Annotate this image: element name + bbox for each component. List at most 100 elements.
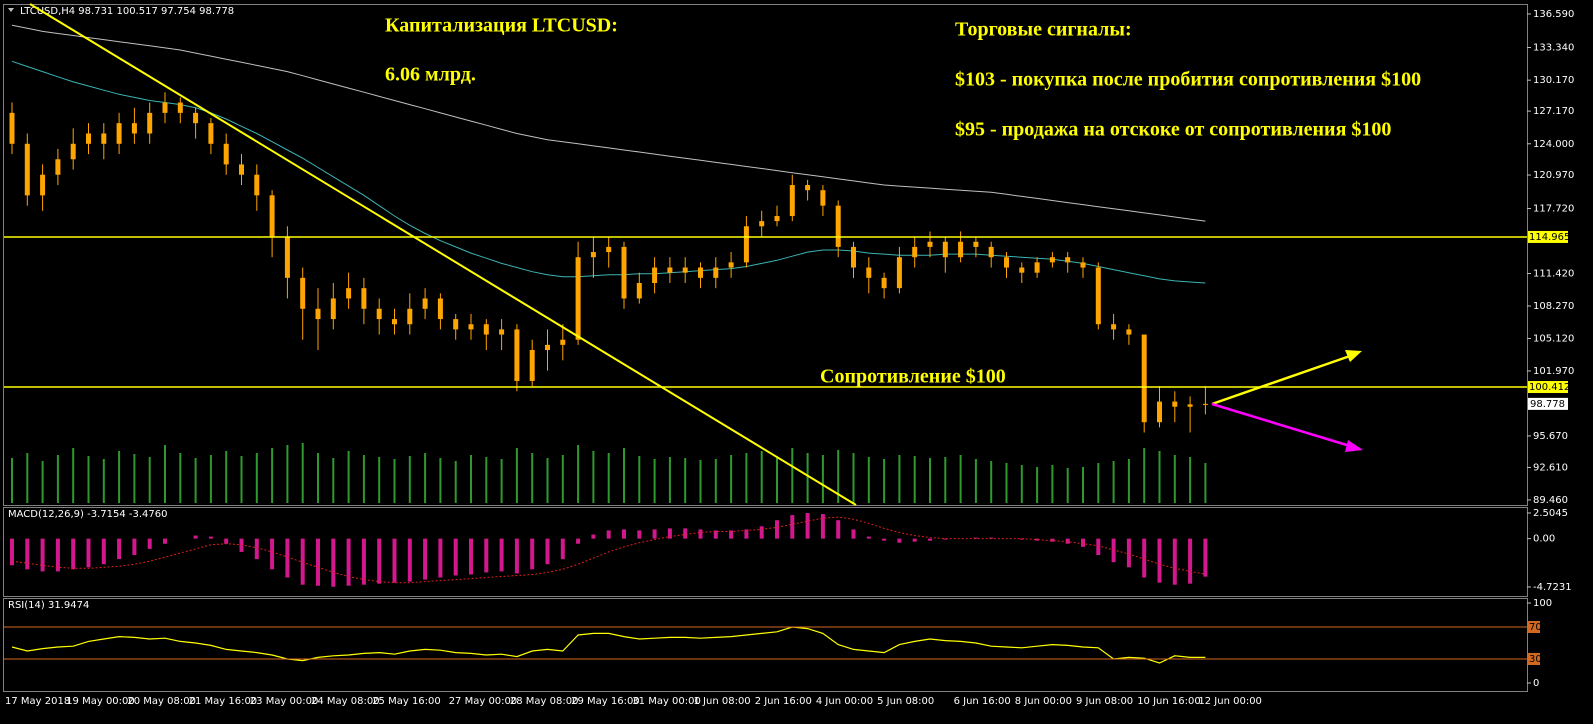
volume-bar xyxy=(408,456,411,503)
menu-triangle xyxy=(8,8,14,12)
candle-body xyxy=(55,159,61,175)
macd-bar xyxy=(1157,538,1162,583)
macd-bar xyxy=(10,538,14,566)
volume-bar xyxy=(271,448,274,503)
x-tick-label: 6 Jun 16:00 xyxy=(954,696,1011,707)
candle-body xyxy=(254,174,260,196)
candle-body xyxy=(1004,257,1009,268)
candle-body xyxy=(896,257,902,289)
macd-bar xyxy=(912,538,917,542)
volume-bar xyxy=(714,459,717,503)
x-tick-label: 28 May 08:00 xyxy=(510,696,579,707)
y-tick-label: 101.970 xyxy=(1533,366,1574,377)
macd-bar xyxy=(423,538,428,580)
macd-bar xyxy=(882,538,887,541)
level-label-bg xyxy=(1528,381,1568,394)
candle-body xyxy=(468,324,474,330)
macd-bar xyxy=(836,520,841,539)
candle-body xyxy=(682,267,688,273)
volume-bar xyxy=(668,457,671,503)
volume-bar xyxy=(883,459,886,503)
candle-body xyxy=(223,143,229,165)
macd-bar xyxy=(331,538,336,587)
volume-bar xyxy=(179,453,182,503)
sell-arrow xyxy=(1211,402,1363,452)
y-tick-label: 0.00 xyxy=(1533,534,1555,545)
volume-bar xyxy=(653,459,656,503)
volume-bar xyxy=(1173,455,1176,503)
x-tick-label: 29 May 16:00 xyxy=(571,696,640,707)
candle-body xyxy=(330,298,336,320)
macd-bar xyxy=(55,538,60,572)
volume-bar xyxy=(929,458,931,503)
candle-body xyxy=(1095,267,1101,325)
volume-bar xyxy=(821,455,824,503)
candle-body xyxy=(1157,401,1162,423)
y-tick-label: 92.610 xyxy=(1533,462,1568,473)
candle-body xyxy=(820,190,826,206)
candle-body xyxy=(346,288,352,299)
candle-body xyxy=(422,298,428,309)
macd-bar xyxy=(270,538,275,570)
volume-bar xyxy=(393,459,396,503)
current-price-label: 98.778 xyxy=(1530,399,1565,410)
annotation: $95 - продажа на отскоке от сопротивлени… xyxy=(955,119,1391,141)
y-tick-label: 127.170 xyxy=(1533,106,1574,117)
volume-bar xyxy=(454,461,457,503)
volume-bar xyxy=(607,453,610,503)
candle-body xyxy=(881,277,887,289)
volume-bar xyxy=(470,455,472,503)
candle-body xyxy=(728,262,734,268)
volume-bar xyxy=(898,455,901,503)
macd-bar xyxy=(71,538,76,570)
candle-body xyxy=(1141,334,1147,423)
level-label: 70 xyxy=(1529,622,1542,633)
macd-frame xyxy=(3,507,1528,597)
candle-body xyxy=(805,185,811,191)
rsi-frame xyxy=(3,598,1528,692)
x-tick-label: 24 May 08:00 xyxy=(311,696,380,707)
candle-body xyxy=(40,174,46,196)
candle-body xyxy=(575,257,581,340)
volume-bar xyxy=(1036,467,1039,503)
volume-bar xyxy=(791,448,794,503)
candle-body xyxy=(269,195,275,237)
y-tick-label: 89.460 xyxy=(1533,495,1568,506)
candle-body xyxy=(116,123,122,144)
moving-average xyxy=(11,24,1206,222)
macd-bar xyxy=(851,529,856,539)
candle-body xyxy=(1065,257,1071,263)
candle-body xyxy=(621,246,627,299)
candle-body xyxy=(177,102,183,113)
candle-body xyxy=(988,246,994,258)
volume-bar xyxy=(1066,468,1069,503)
candle-body xyxy=(239,164,244,175)
volume-bar xyxy=(332,458,335,503)
macd-bar xyxy=(1203,538,1208,577)
candle-body xyxy=(193,112,199,124)
candle-body xyxy=(958,241,964,258)
volume-bar xyxy=(745,453,748,503)
candle-body xyxy=(652,267,658,283)
volume-bar xyxy=(485,457,488,503)
x-tick-label: 20 May 08:00 xyxy=(127,696,196,707)
macd-bar xyxy=(132,538,137,556)
candle-body xyxy=(529,350,535,381)
volume-bar xyxy=(577,445,580,503)
macd-bar xyxy=(897,538,902,543)
candle-body xyxy=(1019,267,1025,273)
candle-body xyxy=(1202,403,1208,405)
macd-bar xyxy=(652,529,657,539)
volume-bar xyxy=(638,456,641,503)
candle-body xyxy=(147,112,153,134)
candle-body xyxy=(667,267,673,273)
y-tick-label: 117.720 xyxy=(1533,204,1574,215)
x-tick-label: 9 Jun 08:00 xyxy=(1076,696,1133,707)
macd-bar xyxy=(101,538,106,565)
macd-bar xyxy=(438,538,443,578)
volume-bar xyxy=(1005,463,1008,503)
x-tick-label: 17 May 2018 xyxy=(5,696,70,707)
macd-bar xyxy=(392,538,397,583)
